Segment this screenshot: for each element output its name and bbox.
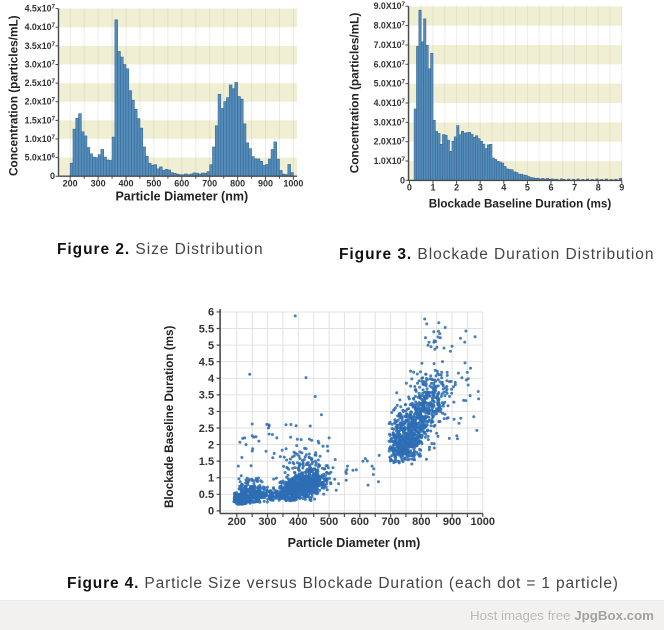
svg-text:0.5: 0.5: [199, 489, 214, 501]
svg-text:Particle Diameter (nm): Particle Diameter (nm): [115, 190, 248, 204]
svg-text:600: 600: [174, 179, 189, 189]
svg-text:4.0x107: 4.0x107: [25, 22, 56, 32]
svg-text:Concentration (particles/mL): Concentration (particles/mL): [7, 15, 21, 176]
svg-text:7.0X107: 7.0X107: [374, 40, 406, 50]
svg-text:Blockade Baseline Duration (ms: Blockade Baseline Duration (ms): [429, 198, 612, 211]
svg-text:200: 200: [228, 516, 246, 528]
svg-text:4.5: 4.5: [199, 356, 214, 368]
svg-text:900: 900: [258, 179, 273, 189]
svg-text:2.5x107: 2.5x107: [25, 78, 56, 88]
svg-text:8.0X107: 8.0X107: [374, 21, 406, 31]
svg-text:5.0x106: 5.0x106: [25, 153, 56, 163]
svg-text:1000: 1000: [283, 179, 303, 189]
svg-text:4.5x107: 4.5x107: [25, 4, 56, 14]
svg-text:300: 300: [258, 516, 276, 528]
svg-text:Particle Diameter (nm): Particle Diameter (nm): [288, 536, 421, 550]
svg-text:3.0X107: 3.0X107: [374, 117, 406, 127]
svg-text:3: 3: [208, 406, 214, 418]
svg-text:Blockade Baseline Duration (ms: Blockade Baseline Duration (ms): [163, 325, 176, 508]
svg-text:700: 700: [381, 516, 399, 528]
svg-text:4.0X107: 4.0X107: [374, 98, 406, 108]
svg-text:2: 2: [208, 439, 214, 451]
svg-text:1.5x107: 1.5x107: [25, 115, 56, 125]
svg-text:2: 2: [454, 183, 459, 193]
svg-text:3.5: 3.5: [199, 390, 214, 402]
svg-text:400: 400: [289, 516, 307, 528]
svg-text:5.0X107: 5.0X107: [374, 79, 406, 89]
svg-text:800: 800: [412, 516, 430, 528]
svg-text:9: 9: [619, 183, 624, 193]
svg-text:1.5: 1.5: [199, 456, 214, 468]
svg-text:2.0X107: 2.0X107: [374, 137, 406, 147]
svg-text:200: 200: [63, 179, 78, 189]
svg-text:1000: 1000: [471, 516, 495, 528]
svg-text:0: 0: [400, 175, 405, 185]
svg-text:8: 8: [596, 183, 601, 193]
svg-text:0: 0: [50, 171, 55, 181]
svg-text:1: 1: [208, 473, 214, 485]
svg-text:0: 0: [208, 506, 214, 518]
svg-text:800: 800: [230, 179, 245, 189]
svg-text:7: 7: [572, 183, 577, 193]
svg-text:3.5x107: 3.5x107: [25, 41, 56, 51]
svg-text:1.0X107: 1.0X107: [374, 156, 406, 166]
svg-text:6.0X107: 6.0X107: [374, 59, 406, 69]
svg-text:6: 6: [548, 183, 553, 193]
svg-text:2.0x107: 2.0x107: [25, 97, 56, 107]
svg-text:Concentration (particles/mL): Concentration (particles/mL): [348, 13, 362, 174]
svg-text:400: 400: [118, 179, 133, 189]
svg-text:4: 4: [501, 183, 506, 193]
svg-text:4: 4: [208, 373, 215, 385]
svg-text:500: 500: [146, 179, 161, 189]
svg-text:9.0X107: 9.0X107: [374, 1, 406, 11]
svg-text:700: 700: [202, 179, 217, 189]
svg-text:5: 5: [208, 340, 214, 352]
svg-text:500: 500: [320, 516, 338, 528]
svg-text:3.0x107: 3.0x107: [25, 60, 56, 70]
svg-text:5.5: 5.5: [199, 323, 214, 335]
svg-text:300: 300: [91, 179, 106, 189]
svg-text:0: 0: [407, 183, 412, 193]
svg-text:5: 5: [525, 183, 530, 193]
svg-text:600: 600: [351, 516, 369, 528]
svg-text:1: 1: [430, 183, 435, 193]
svg-text:3: 3: [478, 183, 483, 193]
svg-text:900: 900: [443, 516, 461, 528]
svg-text:2.5: 2.5: [199, 423, 214, 435]
svg-text:1.0x107: 1.0x107: [25, 134, 56, 144]
svg-text:6: 6: [208, 307, 214, 319]
